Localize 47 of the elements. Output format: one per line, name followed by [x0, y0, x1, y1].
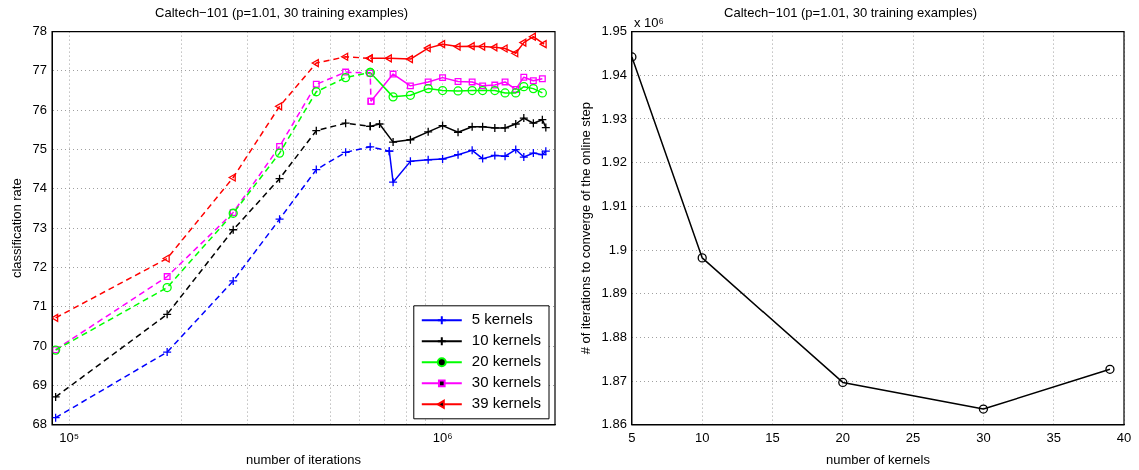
x-tick-label: 5: [628, 430, 636, 446]
point: [1105, 364, 1115, 374]
y-tick-label: 1.89: [601, 285, 627, 301]
legend-label: 20 kernels: [471, 352, 542, 370]
legend-label: 39 kernels: [471, 394, 542, 412]
y-tick-label: 73: [32, 219, 48, 235]
y-axis-title: # of iterations to converge of the online step: [578, 102, 594, 355]
y-tick-label: 1.94: [601, 66, 627, 82]
y-tick-label: 69: [32, 377, 48, 393]
legend-label: 10 kernels: [471, 331, 542, 349]
y-tick-label: 78: [32, 23, 48, 39]
y-tick-label: 74: [32, 180, 48, 196]
x-axis-title: number of iterations: [246, 451, 362, 467]
chart-title: Caltech−101 (p=1.01, 30 training examples): [724, 5, 977, 21]
legend-label: 5 kernels: [471, 310, 533, 328]
text: x 10⁶: [633, 14, 664, 30]
y-tick-label: 71: [32, 298, 48, 314]
point: [978, 404, 989, 414]
y-tick-label: 1.88: [601, 329, 627, 344]
y-tick-label: 1.95: [601, 23, 627, 39]
x-tick-label: 35: [1046, 430, 1061, 446]
legend-label: 30 kernels: [471, 373, 542, 391]
y-tick-label: 1.92: [601, 154, 627, 170]
y-tick-label: 76: [32, 101, 48, 117]
y-tick-label: 1.93: [601, 110, 627, 126]
x-tick-label: 10⁶: [432, 430, 453, 446]
y-tick-label: 70: [32, 337, 48, 353]
x-tick-label: 10⁵: [59, 430, 80, 446]
x-tick-label: 20: [835, 430, 851, 446]
y-tick-label: 75: [32, 141, 48, 157]
point: [838, 377, 848, 388]
x-tick-label: 15: [765, 430, 780, 446]
y-tick-label: 1.86: [601, 416, 627, 432]
y-tick-label: 1.87: [601, 372, 627, 388]
y-tick-label: 72: [32, 259, 48, 275]
y-tick-label: 68: [32, 416, 48, 432]
x-tick-label: 40: [1116, 430, 1132, 446]
x-axis-title: number of kernels: [825, 451, 931, 467]
y-axis-title: classification rate: [9, 178, 25, 279]
point: [697, 253, 707, 263]
chart-title: Caltech−101 (p=1.01, 30 training examples): [155, 5, 408, 21]
y-tick-label: 77: [32, 62, 48, 78]
x-tick-label: 30: [976, 430, 991, 446]
x-tick-label: 10: [694, 430, 710, 446]
y-tick-label: 1.91: [601, 197, 627, 213]
x-tick-label: 25: [905, 430, 921, 446]
y-tick-label: 1.9: [608, 241, 627, 257]
